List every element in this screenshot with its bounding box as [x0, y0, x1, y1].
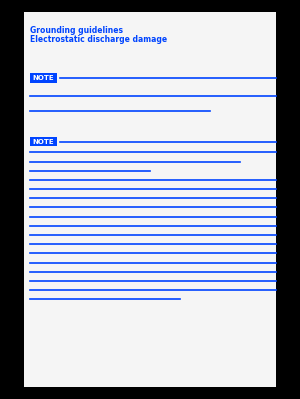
Text: Grounding guidelines: Grounding guidelines: [30, 26, 123, 35]
FancyBboxPatch shape: [30, 73, 57, 83]
Text: NOTE: NOTE: [33, 138, 54, 145]
FancyBboxPatch shape: [30, 137, 57, 146]
Text: NOTE: NOTE: [33, 75, 54, 81]
Text: Electrostatic discharge damage: Electrostatic discharge damage: [30, 35, 167, 44]
FancyBboxPatch shape: [24, 12, 276, 387]
